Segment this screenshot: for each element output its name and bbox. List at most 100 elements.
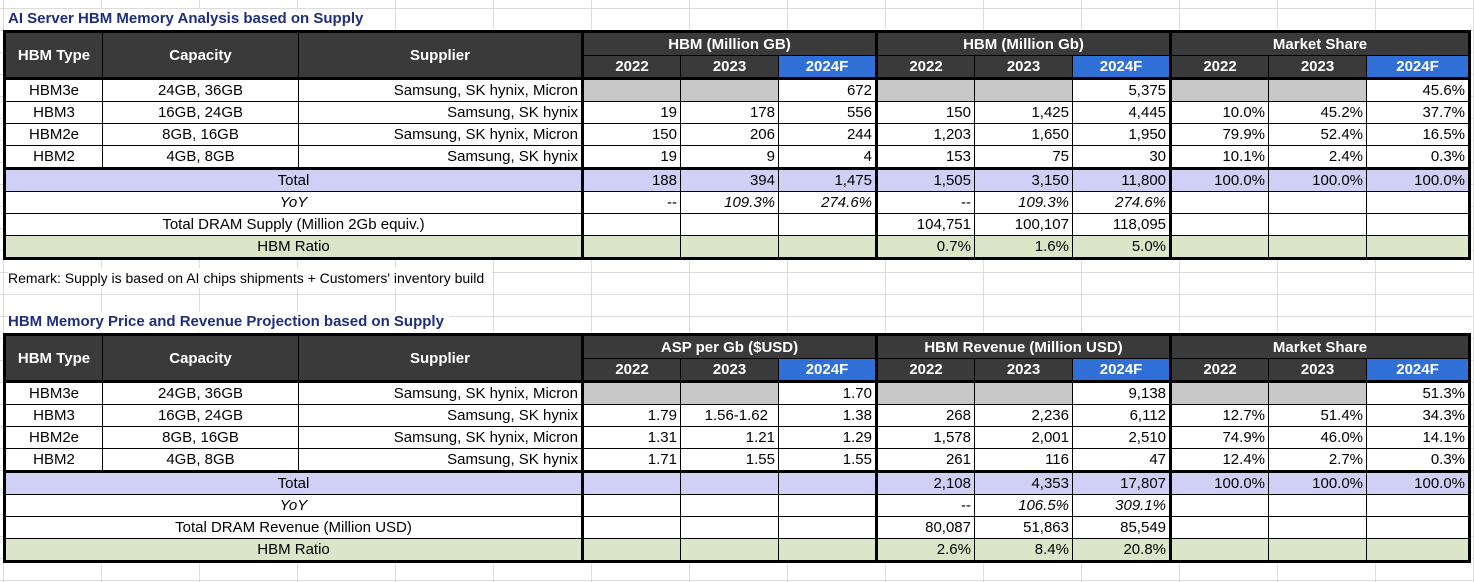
value-cell: 109.3% — [974, 191, 1073, 214]
value-cell: 1.56-1.62 — [680, 404, 779, 427]
value-cell: 100.0% — [1169, 167, 1270, 192]
table-row: HBM2e 8GB, 16GB Samsung, SK hynix, Micro… — [4, 123, 1471, 146]
value-cell — [974, 380, 1073, 405]
value-cell: 206 — [680, 123, 779, 146]
empty-cell — [778, 470, 877, 495]
empty-cell — [1366, 191, 1471, 214]
value-cell: 5,375 — [1071, 77, 1172, 102]
value-cell: 261 — [875, 448, 975, 472]
value-cell: 106.5% — [974, 494, 1073, 517]
empty-cell — [778, 494, 877, 517]
col-header-hbm-type: HBM Type — [4, 334, 103, 382]
empty-cell — [581, 235, 681, 259]
year-header: 2023 — [1268, 358, 1368, 382]
empty-cell — [778, 516, 877, 539]
hbm-supply-table: HBM Type Capacity Supplier HBM (Million … — [3, 30, 1472, 260]
ratio-label: HBM Ratio — [4, 538, 583, 562]
value-cell: -- — [875, 494, 975, 517]
empty-cell — [1169, 213, 1270, 236]
empty-cell — [1268, 494, 1368, 517]
value-cell: 672 — [778, 77, 877, 102]
hbm-type-cell: HBM3e — [4, 77, 103, 102]
value-cell — [974, 77, 1073, 102]
value-cell: 20.8% — [1071, 538, 1172, 562]
value-cell: 85,549 — [1071, 516, 1172, 539]
remark-note: Remark: Supply is based on AI chips ship… — [8, 268, 493, 288]
value-cell: 394 — [680, 167, 779, 192]
value-cell: 118,095 — [1071, 213, 1172, 236]
value-cell: 12.4% — [1169, 448, 1270, 472]
value-cell: 46.0% — [1268, 426, 1368, 449]
supplier-cell: Samsung, SK hynix — [298, 448, 583, 472]
value-cell: 274.6% — [1071, 191, 1172, 214]
value-cell: 2.4% — [1268, 145, 1368, 169]
value-cell: 1.71 — [581, 448, 681, 472]
supplier-cell: Samsung, SK hynix — [298, 101, 583, 124]
value-cell: 178 — [680, 101, 779, 124]
table1-title: AI Server HBM Memory Analysis based on S… — [8, 9, 370, 29]
value-cell: 30 — [1071, 145, 1172, 169]
empty-cell — [680, 213, 779, 236]
hbm-type-cell: HBM3e — [4, 380, 103, 405]
empty-cell — [680, 494, 779, 517]
dram-row: Total DRAM Revenue (Million USD) 80,087 … — [4, 516, 1471, 539]
value-cell: 2,236 — [974, 404, 1073, 427]
value-cell: 0.3% — [1366, 145, 1471, 169]
value-cell: 150 — [581, 123, 681, 146]
hbm-revenue-table: HBM Type Capacity Supplier ASP per Gb ($… — [3, 333, 1472, 563]
value-cell: 1,203 — [875, 123, 975, 146]
value-cell: 80,087 — [875, 516, 975, 539]
table-row: HBM3 16GB, 24GB Samsung, SK hynix 19 178… — [4, 101, 1471, 124]
total-label: Total — [4, 470, 583, 495]
group-header-hbm-gbit: HBM (Million Gb) — [874, 31, 1172, 56]
year-header-forecast: 2024F — [1366, 358, 1471, 382]
value-cell: 268 — [875, 404, 975, 427]
group-header-revenue: HBM Revenue (Million USD) — [874, 334, 1172, 359]
value-cell: 75 — [974, 145, 1073, 169]
value-cell: 12.7% — [1169, 404, 1270, 427]
ratio-label: HBM Ratio — [4, 235, 583, 259]
value-cell: 188 — [581, 167, 681, 192]
value-cell: 100.0% — [1169, 470, 1270, 495]
value-cell: 8.4% — [974, 538, 1073, 562]
empty-cell — [680, 470, 779, 495]
value-cell: 11,800 — [1071, 167, 1172, 192]
capacity-cell: 16GB, 24GB — [102, 101, 299, 124]
col-header-supplier: Supplier — [298, 31, 583, 79]
value-cell — [875, 77, 975, 102]
col-header-capacity: Capacity — [102, 334, 299, 382]
empty-cell — [1268, 516, 1368, 539]
group-header-asp: ASP per Gb ($USD) — [581, 334, 877, 359]
supplier-cell: Samsung, SK hynix, Micron — [298, 123, 583, 146]
group-header-hbm-gb: HBM (Million GB) — [581, 31, 877, 56]
empty-cell — [778, 213, 877, 236]
value-cell: 9,138 — [1071, 380, 1172, 405]
value-cell: 3,150 — [974, 167, 1073, 192]
empty-cell — [1169, 538, 1270, 562]
value-cell — [1268, 380, 1368, 405]
empty-cell — [1268, 235, 1368, 259]
value-cell: 34.3% — [1366, 404, 1471, 427]
empty-cell — [581, 538, 681, 562]
value-cell: 0.7% — [875, 235, 975, 259]
empty-cell — [1366, 494, 1471, 517]
ratio-row: HBM Ratio 2.6% 8.4% 20.8% — [4, 538, 1471, 562]
value-cell: 150 — [875, 101, 975, 124]
value-cell: 4,353 — [974, 470, 1073, 495]
empty-cell — [1268, 213, 1368, 236]
value-cell: 14.1% — [1366, 426, 1471, 449]
value-cell: 51.4% — [1268, 404, 1368, 427]
value-cell: -- — [875, 191, 975, 214]
value-cell: 1,475 — [778, 167, 877, 192]
year-header: 2023 — [680, 358, 779, 382]
value-cell: 51,863 — [974, 516, 1073, 539]
hbm-type-cell: HBM2e — [4, 123, 103, 146]
table-row: HBM3e 24GB, 36GB Samsung, SK hynix, Micr… — [4, 380, 1471, 405]
year-header: 2023 — [1268, 55, 1368, 79]
value-cell: 19 — [581, 101, 681, 124]
value-cell — [680, 77, 779, 102]
value-cell: 100.0% — [1268, 470, 1368, 495]
year-header: 2022 — [581, 358, 681, 382]
value-cell: 109.3% — [680, 191, 779, 214]
value-cell: 1.29 — [778, 426, 877, 449]
